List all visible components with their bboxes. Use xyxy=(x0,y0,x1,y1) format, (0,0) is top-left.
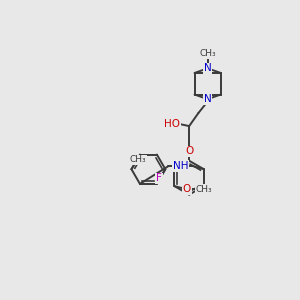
Text: CH₃: CH₃ xyxy=(199,49,216,58)
Text: N: N xyxy=(204,94,212,104)
Text: NH: NH xyxy=(173,161,188,171)
Text: N: N xyxy=(204,63,212,73)
Text: CH₃: CH₃ xyxy=(129,155,146,164)
Text: F: F xyxy=(156,173,162,184)
Text: O: O xyxy=(185,146,193,157)
Text: CH₃: CH₃ xyxy=(195,185,212,194)
Text: O: O xyxy=(183,184,191,194)
Text: HO: HO xyxy=(164,119,180,129)
